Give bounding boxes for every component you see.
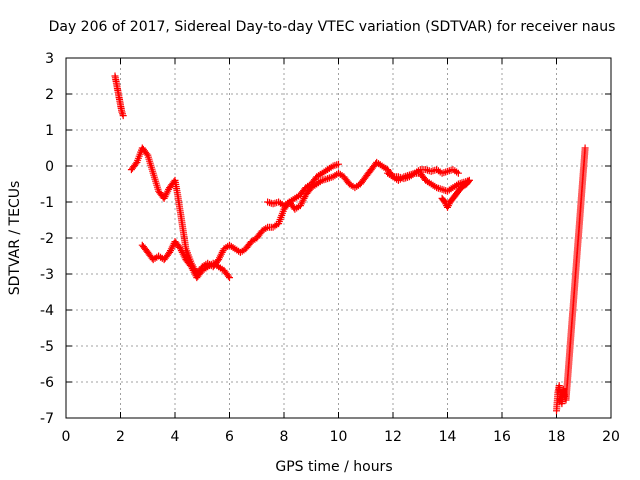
x-axis-label: GPS time / hours <box>275 459 392 475</box>
x-tick-label: 20 <box>602 429 620 445</box>
y-tick-label: -1 <box>40 195 54 211</box>
y-tick-label: 1 <box>45 123 54 139</box>
x-tick-label: 18 <box>548 429 566 445</box>
y-tick-label: -7 <box>40 411 54 427</box>
x-tick-label: 4 <box>171 429 180 445</box>
y-tick-label: -5 <box>40 339 54 355</box>
x-tick-label: 8 <box>280 429 289 445</box>
plus-markers <box>264 158 473 213</box>
axis-ticks <box>65 57 612 419</box>
series-segment-late <box>553 144 589 415</box>
x-tick-label: 16 <box>493 429 511 445</box>
plus-markers <box>384 166 462 184</box>
y-tick-label: 2 <box>45 87 54 103</box>
plus-markers <box>138 238 233 282</box>
series-segment-dip <box>438 176 473 211</box>
y-tick-label: -2 <box>40 231 54 247</box>
y-tick-label: -3 <box>40 267 54 283</box>
y-tick-labels: 3 2 1 0 -1 -2 -3 -4 -5 -6 -7 <box>40 51 54 427</box>
y-axis-label: SDTVAR / TECUs <box>7 181 23 296</box>
grid <box>66 58 611 418</box>
x-tick-label: 14 <box>439 429 457 445</box>
x-tick-label: 2 <box>116 429 125 445</box>
x-tick-label: 6 <box>225 429 234 445</box>
plus-markers <box>553 144 589 415</box>
x-tick-label: 12 <box>384 429 402 445</box>
x-tick-label: 0 <box>62 429 71 445</box>
y-tick-label: 0 <box>45 159 54 175</box>
chart-title: Day 206 of 2017, Sidereal Day-to-day VTE… <box>49 19 616 35</box>
series-segment-upper-right <box>384 166 462 184</box>
series-segment-middle <box>264 158 473 213</box>
y-tick-label: -6 <box>40 375 54 391</box>
x-tick-label: 10 <box>330 429 348 445</box>
plus-markers <box>438 176 473 211</box>
series-segment-early <box>111 72 127 120</box>
series-segment-lower <box>138 238 233 282</box>
data-points <box>111 72 589 415</box>
x-tick-labels: 0 2 4 6 8 10 12 14 16 18 20 <box>62 429 620 445</box>
y-tick-label: 3 <box>45 51 54 67</box>
y-tick-label: -4 <box>40 303 54 319</box>
plus-markers <box>111 72 127 120</box>
